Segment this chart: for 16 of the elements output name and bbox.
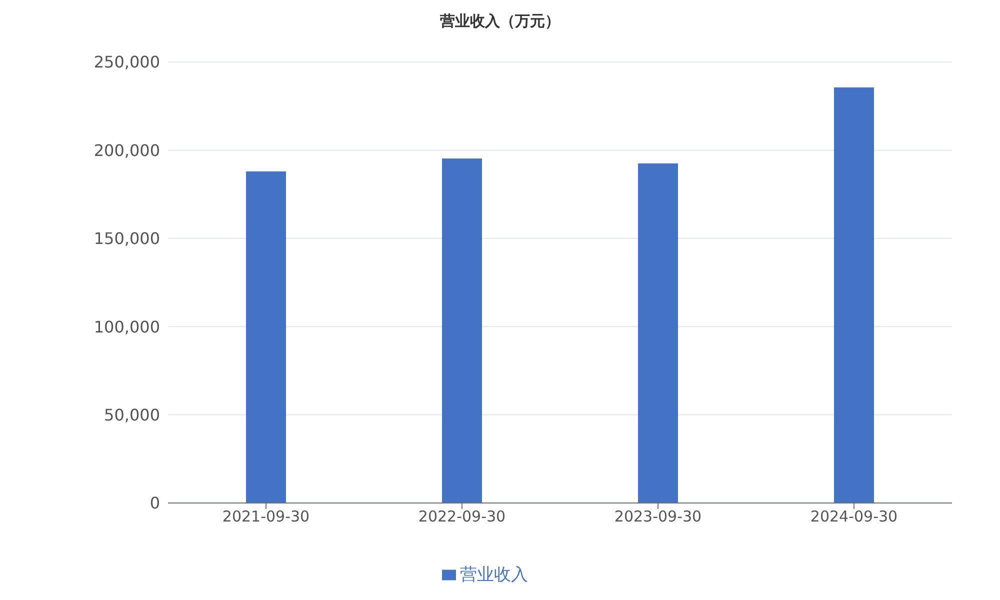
x-tick-label: 2023-09-30 xyxy=(614,508,702,526)
y-tick-label: 150,000 xyxy=(94,229,160,248)
chart-title: 营业收入（万元） xyxy=(439,11,561,32)
y-tick-label: 50,000 xyxy=(104,405,160,424)
x-tick-label: 2024-09-30 xyxy=(810,508,898,526)
x-tick-label: 2021-09-30 xyxy=(222,508,310,526)
y-tick-label: 100,000 xyxy=(94,317,160,336)
bar xyxy=(246,171,286,503)
bar xyxy=(834,87,874,503)
y-tick-label: 250,000 xyxy=(94,52,160,72)
y-tick-label: 0 xyxy=(150,494,160,513)
x-tick-label: 2022-09-30 xyxy=(418,508,506,526)
y-tick-label: 200,000 xyxy=(94,140,160,160)
legend-label: 营业收入 xyxy=(460,565,528,585)
bar xyxy=(638,163,678,503)
bar xyxy=(442,158,482,503)
